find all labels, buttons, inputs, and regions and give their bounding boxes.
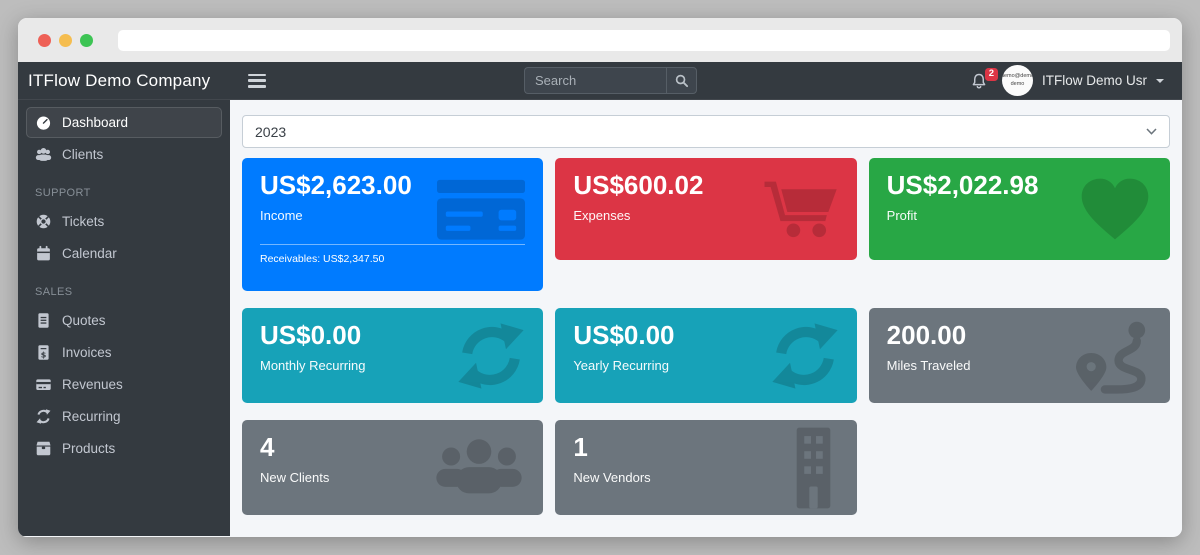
calendar-icon — [37, 245, 50, 261]
card-value: 4 — [260, 432, 275, 462]
credit-card-icon — [437, 179, 526, 240]
svg-text:$: $ — [41, 350, 47, 359]
stat-card-monthly-recurring: US$0.00 Monthly Recurring — [242, 308, 544, 403]
chevron-down-icon — [1156, 78, 1164, 83]
card-value: 1 — [573, 432, 588, 462]
card-value: US$2,022.98 — [886, 170, 1039, 200]
search-input[interactable] — [524, 67, 666, 94]
card-value: US$2,623.00 — [260, 170, 412, 200]
sidebar-item-quotes[interactable]: Quotes — [26, 305, 222, 336]
card-label: Income — [260, 207, 303, 223]
sidebar-item-invoices[interactable]: $ Invoices — [26, 337, 222, 368]
notifications-button[interactable]: 2 — [970, 67, 998, 90]
user-menu[interactable]: demo@demo demo ITFlow Demo Usr — [1001, 65, 1164, 96]
hamburger-icon[interactable] — [248, 73, 266, 88]
users-icon — [35, 148, 52, 161]
stat-card-yearly-recurring: US$0.00 Yearly Recurring — [555, 308, 857, 403]
sidebar-item-recurring[interactable]: Recurring — [26, 401, 222, 432]
browser-address-bar[interactable] — [118, 29, 1170, 51]
card-label: Profit — [886, 207, 917, 223]
stat-card-new-clients: 4 New Clients — [242, 420, 544, 515]
sidebar-section-sales: SALES — [35, 286, 73, 298]
sidebar-item-clients[interactable]: Clients — [26, 139, 222, 170]
search-button[interactable] — [666, 67, 697, 94]
minimize-window-button[interactable] — [59, 33, 72, 47]
file-lines-icon — [38, 313, 49, 328]
browser-chrome — [18, 18, 1182, 62]
card-label: Yearly Recurring — [573, 357, 669, 373]
user-name: ITFlow Demo Usr — [1041, 73, 1147, 88]
card-label: Miles Traveled — [886, 357, 971, 373]
sidebar-item-revenues[interactable]: Revenues — [26, 369, 222, 400]
sidebar-item-tickets[interactable]: Tickets — [26, 206, 222, 237]
main-content: 2023 US$2,623.00 Income Receivables: US$… — [230, 100, 1182, 536]
top-navbar: ITFlow Demo Company 2 — [18, 62, 1182, 100]
card-label: New Clients — [260, 469, 330, 485]
year-select[interactable]: 2023 — [242, 115, 1170, 148]
notification-badge: 2 — [984, 67, 998, 81]
route-icon — [1076, 321, 1146, 394]
card-footer-receivables: Receivables: US$2,347.50 — [260, 252, 385, 265]
credit-card-icon — [36, 379, 51, 391]
navbar-search — [524, 67, 697, 94]
sync-icon — [772, 322, 838, 389]
gauge-icon — [36, 116, 51, 130]
search-icon — [675, 74, 689, 88]
box-icon — [36, 441, 51, 456]
browser-window: ITFlow Demo Company 2 — [18, 18, 1182, 537]
life-ring-icon — [36, 214, 51, 229]
users-icon — [436, 438, 522, 493]
sidebar-section-support: SUPPORT — [35, 187, 91, 199]
file-invoice-dollar-icon: $ — [38, 345, 49, 360]
building-icon — [796, 427, 830, 508]
card-divider — [260, 243, 526, 245]
stat-card-expenses: US$600.02 Expenses — [555, 158, 857, 260]
stat-card-miles-traveled: 200.00 Miles Traveled — [868, 308, 1170, 403]
card-label: Monthly Recurring — [260, 357, 366, 373]
shopping-cart-icon — [764, 181, 837, 238]
sidebar-item-products[interactable]: Products — [26, 433, 222, 464]
company-brand: ITFlow Demo Company — [28, 70, 211, 90]
maximize-window-button[interactable] — [80, 33, 93, 47]
sidebar-item-calendar[interactable]: Calendar — [26, 238, 222, 269]
stat-card-profit: US$2,022.98 Profit — [868, 158, 1170, 260]
card-value: US$600.02 — [573, 170, 704, 200]
card-label: Expenses — [573, 207, 631, 223]
heart-icon — [1081, 178, 1149, 240]
sync-icon — [458, 322, 524, 389]
stat-card-new-vendors: 1 New Vendors — [555, 420, 857, 515]
card-value: US$0.00 — [573, 320, 675, 350]
card-label: New Vendors — [573, 469, 651, 485]
sync-icon — [36, 409, 51, 424]
card-value: US$0.00 — [260, 320, 362, 350]
sidebar-item-dashboard[interactable]: Dashboard — [26, 107, 222, 138]
close-window-button[interactable] — [38, 33, 51, 47]
bell-icon — [972, 73, 986, 88]
sidebar: Dashboard Clients SUPPORT Tickets Calend… — [18, 100, 230, 536]
stat-card-income: US$2,623.00 Income Receivables: US$2,347… — [242, 158, 544, 291]
user-avatar: demo@demo demo — [1001, 65, 1033, 96]
card-value: 200.00 — [886, 320, 967, 350]
